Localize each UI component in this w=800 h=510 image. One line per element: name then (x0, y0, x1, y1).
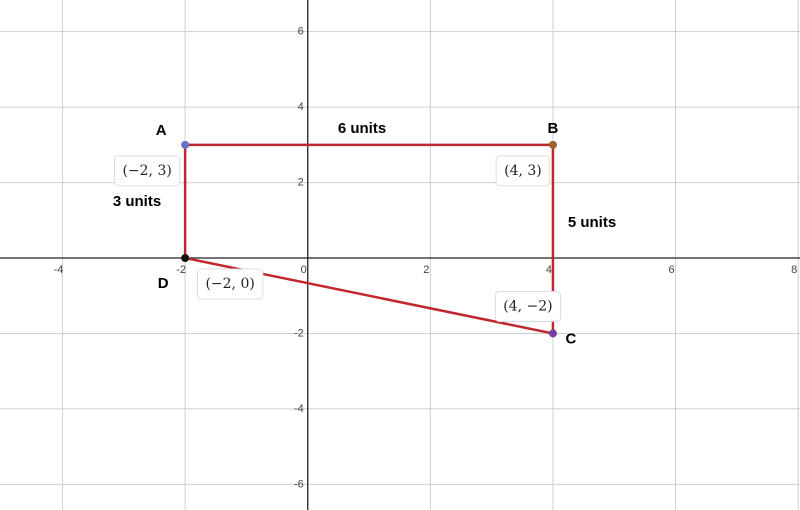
point (548, 329, 557, 338)
label-box (113, 155, 181, 187)
point (181, 140, 190, 149)
point-name: A (156, 122, 167, 139)
point-label: (4, 3) (504, 163, 542, 179)
x-tick-label: 4 (546, 264, 552, 276)
point (548, 140, 557, 149)
x-tick-label: 8 (791, 264, 797, 276)
x-tick-label: -2 (176, 264, 186, 276)
point-name: C (566, 330, 577, 347)
annotation: 6 units (338, 120, 386, 137)
label-box (495, 155, 551, 187)
marks: A (−2, 3) B (4, 3) C (4, −2) D (−2, 0) (113, 120, 577, 347)
y-tick-label: -6 (294, 478, 304, 490)
y-tick-label: 6 (298, 26, 304, 38)
y-tick-label: 4 (298, 101, 304, 113)
x-tick-label: 0 (301, 264, 307, 276)
point-label: (4, −2) (503, 298, 552, 314)
y-tick-label: -4 (294, 403, 304, 415)
annotation: 5 units (568, 214, 616, 231)
x-tick-label: -4 (54, 264, 64, 276)
point (181, 254, 190, 263)
y-tick-label: 2 (298, 176, 304, 188)
point-label: (−2, 0) (205, 276, 254, 292)
point-name: D (158, 275, 169, 292)
annotation: 3 units (113, 193, 161, 210)
point-name: B (548, 120, 559, 137)
x-tick-label: 2 (423, 264, 429, 276)
label-box (494, 290, 562, 322)
y-tick-label: -2 (294, 327, 304, 339)
point-label: (−2, 3) (122, 163, 171, 179)
label-box (196, 268, 264, 300)
x-tick-label: 6 (668, 264, 674, 276)
